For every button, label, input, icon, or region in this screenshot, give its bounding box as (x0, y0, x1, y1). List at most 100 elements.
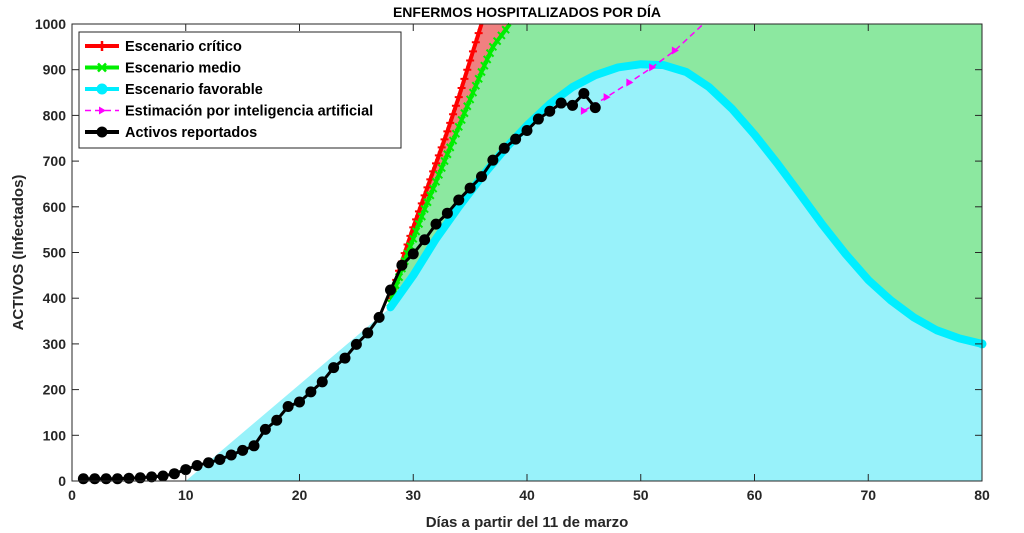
medium-scenario-marker (471, 81, 481, 90)
reported-actives-marker (112, 473, 123, 485)
reported-actives-marker (532, 113, 544, 125)
legend-label: Estimación por inteligencia artificial (125, 104, 373, 120)
x-tick-label: 30 (405, 487, 421, 503)
medium-scenario-marker (446, 143, 455, 152)
reported-actives-line (83, 91, 597, 481)
medium-scenario-marker (463, 102, 472, 111)
reported-actives-marker (89, 473, 101, 485)
critical-scenario-marker (471, 38, 480, 47)
y-axis-title: ACTIVOS (Infectados) (10, 175, 27, 331)
scenario-fills (185, 24, 982, 481)
critical-scenario-marker (440, 135, 449, 144)
medium-scenario-marker (451, 129, 461, 138)
critical-scenario-marker (463, 65, 472, 74)
reported-actives-marker (328, 362, 340, 374)
medium-scenario-marker (482, 55, 492, 64)
medium-scenario-marker (437, 163, 446, 173)
reported-actives-marker (248, 440, 260, 452)
reported-actives-marker (487, 154, 499, 166)
medium-scenario-marker (409, 234, 418, 243)
critical-scenario-marker (466, 56, 475, 65)
medium-scenario-marker (488, 42, 498, 52)
y-tick-label: 100 (43, 427, 67, 443)
y-tick-label: 1000 (35, 16, 66, 32)
critical-scenario-marker (432, 159, 440, 168)
medium-scenario-marker (428, 184, 438, 193)
reported-actives-marker (430, 218, 442, 230)
medium-scenario-marker (443, 150, 452, 159)
legend-swatch-marker (99, 106, 106, 115)
medium-scenario-marker (492, 36, 502, 46)
reported-actives-marker (476, 171, 487, 183)
y-tick-label: 200 (43, 382, 67, 398)
ai-estimate-marker (649, 63, 657, 72)
critical-scenario-marker (468, 47, 477, 56)
medium-scenario-marker (423, 198, 432, 207)
medium-scenario-marker (414, 219, 424, 229)
medium-scenario-marker (460, 108, 469, 118)
x-tick-label: 10 (178, 487, 194, 503)
y-tick-label: 400 (43, 290, 67, 306)
medium-scenario-marker (468, 88, 478, 97)
reported-actives-marker (373, 311, 385, 323)
medium-scenario-marker (465, 95, 475, 104)
reported-actives-marker (100, 473, 112, 485)
medium-scenario-marker (431, 177, 441, 186)
medium-scenario-marker (454, 122, 463, 132)
medium-scenario-marker (420, 204, 429, 214)
medium-scenario-marker (417, 212, 426, 221)
critical-scenario-marker (474, 29, 483, 38)
x-tick-label: 40 (519, 487, 535, 503)
medium-scenario-marker (480, 61, 489, 70)
reported-actives-marker (294, 396, 305, 408)
reported-actives-marker (396, 259, 408, 271)
legend: Escenario crítico Escenario medio Escenari… (78, 31, 402, 149)
x-tick-label: 50 (633, 487, 649, 503)
medium-scenario-marker (485, 48, 495, 58)
reported-actives-marker (350, 338, 362, 350)
reported-actives-marker (77, 473, 89, 485)
axis-ticks: 0 10 20 30 40 50 60 70 8001002003004005006007008… (35, 16, 990, 503)
reported-actives-marker (146, 471, 158, 483)
critical-scenario-marker (454, 93, 463, 102)
legend-swatch-marker (97, 62, 107, 73)
medium-scenario-marker (411, 227, 421, 236)
medium-scenario-marker (434, 170, 444, 180)
reported-actives-marker (385, 284, 396, 296)
x-tick-label: 60 (747, 487, 763, 503)
legend-label: Escenario crítico (125, 39, 242, 55)
reported-actives-marker (544, 105, 556, 117)
critical-scenario-marker (423, 183, 432, 192)
y-tick-label: 700 (43, 153, 67, 169)
chart-title: ENFERMOS HOSPITALIZADOS POR DÍA (393, 4, 661, 20)
x-tick-label: 80 (974, 487, 990, 503)
reported-actives-marker (134, 472, 146, 484)
reported-actives-marker (203, 457, 214, 469)
medium-scenario-marker (474, 74, 483, 84)
reported-actives-marker (567, 99, 578, 111)
reported-actives-marker (419, 234, 431, 246)
legend-label: Activos reportados (125, 125, 257, 141)
critical-scenario-marker (437, 143, 446, 152)
medium-scenario-marker (497, 31, 506, 40)
reported-actives-marker (464, 182, 476, 194)
medium-scenario-marker (477, 67, 486, 77)
reported-actives-marker (498, 142, 510, 154)
reported-actives-marker (259, 423, 271, 435)
critical-scenario-marker (449, 110, 458, 119)
reported-actives-marker (180, 464, 192, 476)
reported-actives-marker (123, 472, 135, 484)
reported-actives-marker (237, 444, 249, 456)
reported-actives-marker (225, 449, 237, 461)
reported-actives-marker (316, 376, 328, 388)
x-tick-label: 20 (292, 487, 308, 503)
x-axis-title: Días a partir del 11 de marzo (426, 514, 629, 531)
x-tick-label: 70 (860, 487, 876, 503)
reported-actives-marker (339, 352, 351, 364)
legend-label: Escenario favorable (125, 82, 263, 98)
reported-actives-marker (362, 327, 374, 339)
legend-swatch-marker (96, 83, 108, 95)
reported-actives-marker (453, 194, 465, 206)
